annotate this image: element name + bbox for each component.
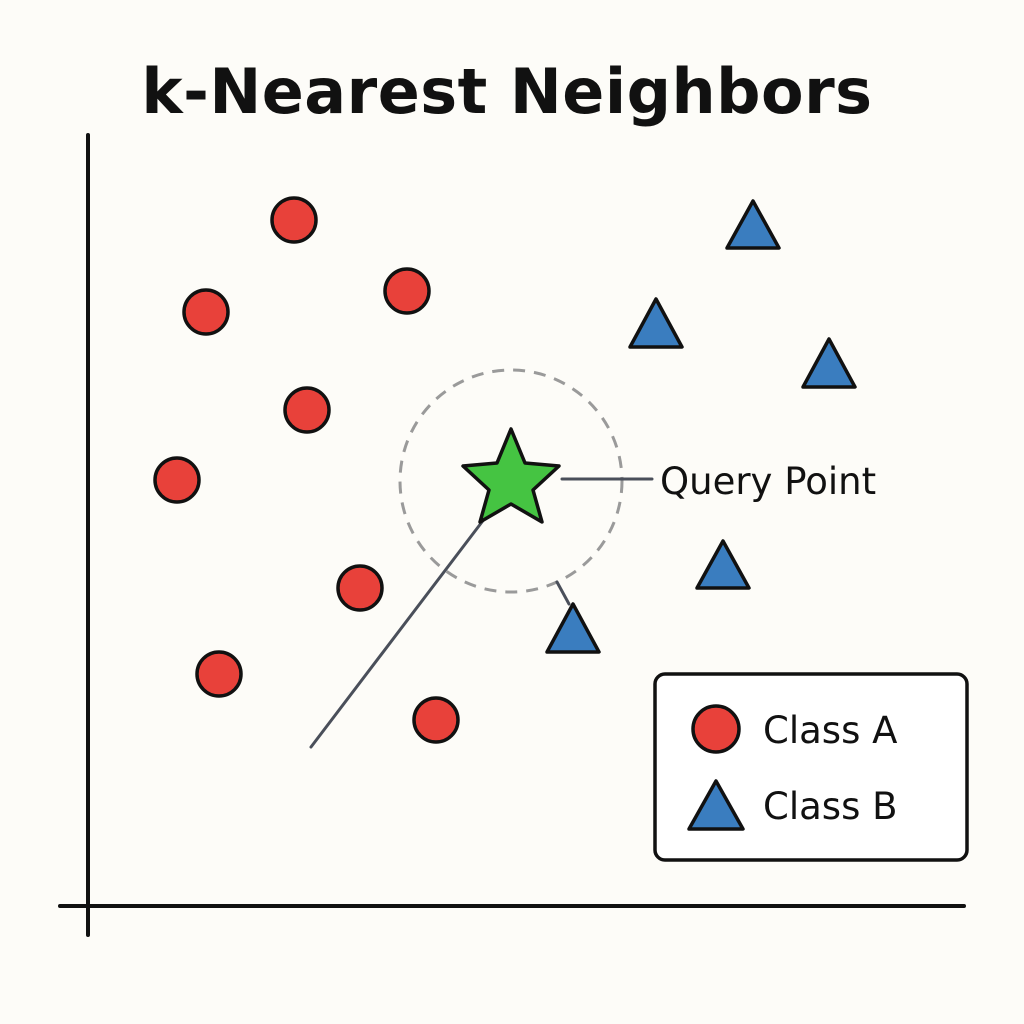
legend-class-b-marker xyxy=(687,779,745,831)
class-b-points xyxy=(545,199,857,654)
class-b-point xyxy=(695,539,751,590)
class-a-point xyxy=(270,196,318,244)
class-a-point xyxy=(383,267,431,315)
diagram-title: k-Nearest Neighbors xyxy=(141,55,873,128)
class-a-point xyxy=(283,386,331,434)
class-b-point xyxy=(628,297,684,349)
class-b-point xyxy=(801,337,857,389)
query-point-label: Query Point xyxy=(660,460,876,503)
class-b-point xyxy=(545,602,601,654)
class-a-points xyxy=(153,196,460,744)
class-a-point xyxy=(153,456,201,504)
class-a-point xyxy=(412,696,460,744)
distance-line xyxy=(309,512,490,749)
neighborhood-circle xyxy=(398,368,624,594)
legend: Class A Class B xyxy=(653,672,969,862)
neighbor-connector xyxy=(555,580,571,606)
legend-box xyxy=(653,672,969,862)
class-b-point xyxy=(725,199,781,250)
class-a-point xyxy=(182,288,230,336)
class-a-point xyxy=(195,650,243,698)
legend-class-b-label: Class B xyxy=(763,785,898,828)
legend-class-a-label: Class A xyxy=(763,709,897,752)
class-a-point xyxy=(336,564,384,612)
legend-class-a-marker xyxy=(691,704,741,754)
query-point-star xyxy=(461,427,561,524)
